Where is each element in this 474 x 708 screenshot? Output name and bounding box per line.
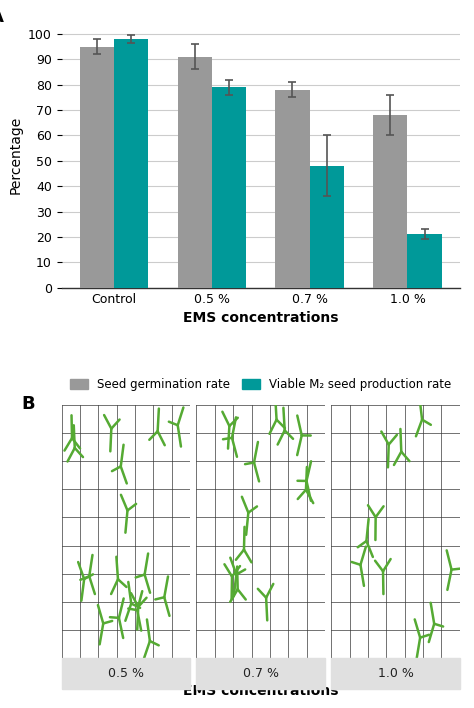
Y-axis label: Percentage: Percentage (9, 115, 22, 193)
Bar (197, 658, 325, 689)
X-axis label: EMS concentrations: EMS concentrations (183, 311, 338, 325)
Text: 0.5 %: 0.5 % (108, 667, 144, 680)
Text: 1.0 %: 1.0 % (378, 667, 413, 680)
Bar (178, 57, 212, 287)
Bar (275, 90, 310, 287)
Text: A: A (0, 8, 4, 26)
Bar (212, 87, 246, 287)
Bar (310, 166, 344, 287)
Bar (80, 47, 114, 287)
Bar (408, 234, 442, 287)
Legend: Seed germination rate, Viable M₂ seed production rate: Seed germination rate, Viable M₂ seed pr… (65, 374, 456, 396)
Text: B: B (22, 394, 36, 413)
Bar (331, 658, 460, 689)
Bar (62, 658, 190, 689)
Bar (114, 39, 148, 287)
Text: EMS concentrations: EMS concentrations (183, 684, 338, 698)
Bar (373, 115, 408, 287)
Text: 0.7 %: 0.7 % (243, 667, 279, 680)
